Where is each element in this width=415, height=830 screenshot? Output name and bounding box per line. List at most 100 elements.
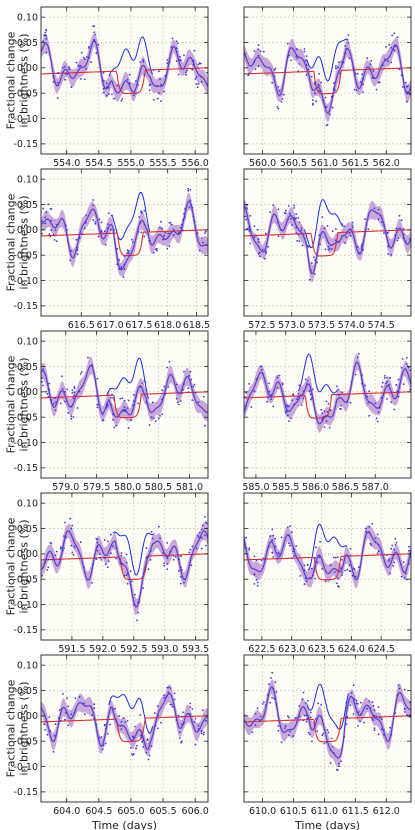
data-point <box>351 224 354 227</box>
data-point <box>163 696 166 699</box>
data-point <box>141 211 144 214</box>
data-point <box>295 545 298 547</box>
data-point <box>123 406 126 408</box>
data-point <box>286 526 289 529</box>
data-point <box>284 406 287 409</box>
data-point <box>303 714 306 717</box>
data-point <box>280 229 283 232</box>
data-point <box>296 48 299 50</box>
data-point <box>59 402 62 405</box>
data-point <box>194 78 197 80</box>
data-point <box>197 728 200 730</box>
data-point <box>163 562 166 564</box>
data-point <box>194 391 197 394</box>
data-point <box>254 713 257 715</box>
data-point <box>248 226 251 229</box>
data-point <box>48 388 51 391</box>
panel-9: 604.0 604.5 605.0 605.5 606.0 0.10 0.05 0.00 -0.… <box>4 654 209 830</box>
data-point <box>98 218 101 221</box>
data-point <box>83 58 86 60</box>
data-point <box>373 729 376 732</box>
data-point <box>321 216 324 218</box>
data-point <box>100 221 103 224</box>
data-point <box>145 401 148 403</box>
data-point <box>113 399 115 401</box>
data-point <box>189 188 192 191</box>
data-point <box>403 707 406 710</box>
data-point <box>344 45 347 47</box>
data-point <box>171 705 174 708</box>
panel-frame <box>243 168 412 317</box>
data-point <box>278 90 281 92</box>
data-point <box>201 241 204 244</box>
panel-frame <box>243 330 412 479</box>
data-point <box>187 187 190 190</box>
data-point <box>251 731 254 733</box>
data-point <box>298 240 301 243</box>
data-point <box>387 60 389 63</box>
data-point <box>124 410 127 412</box>
data-point <box>43 723 45 726</box>
data-point <box>189 548 192 551</box>
data-point <box>189 370 192 373</box>
data-point <box>401 358 404 360</box>
data-point <box>111 214 113 217</box>
data-point <box>193 220 196 222</box>
y-axis-title: Fractional changein brightness (%) <box>4 355 30 453</box>
data-point <box>338 762 340 765</box>
data-point <box>191 708 194 710</box>
data-point <box>357 352 360 355</box>
gp-uncertainty-band <box>41 521 208 616</box>
data-point <box>300 227 303 229</box>
data-point <box>376 420 379 423</box>
y-axis-title: Fractional changein brightness (%) <box>4 679 30 777</box>
data-point <box>294 218 296 221</box>
data-point <box>191 206 194 209</box>
data-point <box>257 65 260 68</box>
data-point <box>367 228 370 231</box>
data-point <box>53 239 56 241</box>
x-tick-label: 561.5 <box>342 158 369 169</box>
data-point <box>409 93 411 96</box>
data-point <box>131 241 134 244</box>
data-point <box>350 380 353 383</box>
data-point <box>145 547 148 549</box>
data-point <box>185 73 188 76</box>
data-point <box>167 686 170 689</box>
data-point <box>249 215 252 217</box>
data-point <box>276 106 279 108</box>
data-point <box>164 393 167 395</box>
data-point <box>289 544 291 547</box>
data-point <box>272 405 275 408</box>
data-point <box>96 541 99 544</box>
data-point <box>397 378 400 381</box>
data-point <box>49 235 52 238</box>
data-point <box>140 736 143 738</box>
data-point <box>396 390 399 392</box>
x-tick-label: 585.0 <box>242 482 269 493</box>
data-point <box>93 31 96 34</box>
data-point <box>124 721 127 723</box>
data-point <box>257 238 260 241</box>
data-point <box>347 42 350 44</box>
data-point <box>308 390 311 392</box>
x-tick-label: 616.5 <box>68 320 95 331</box>
data-point <box>325 741 328 743</box>
data-point <box>390 547 393 550</box>
data-point <box>135 747 137 750</box>
data-point <box>55 240 58 243</box>
data-point <box>255 579 258 581</box>
data-point <box>255 378 258 380</box>
data-point <box>132 735 134 738</box>
data-point <box>392 565 395 567</box>
data-point <box>70 417 73 420</box>
data-point <box>147 568 150 570</box>
x-tick-label: 554.0 <box>53 158 80 169</box>
data-point <box>349 228 352 231</box>
data-point <box>65 224 67 227</box>
data-point <box>91 567 93 570</box>
data-point <box>330 248 333 251</box>
data-point <box>105 94 108 97</box>
data-point <box>197 536 200 538</box>
x-tick-label: 554.5 <box>85 158 112 169</box>
